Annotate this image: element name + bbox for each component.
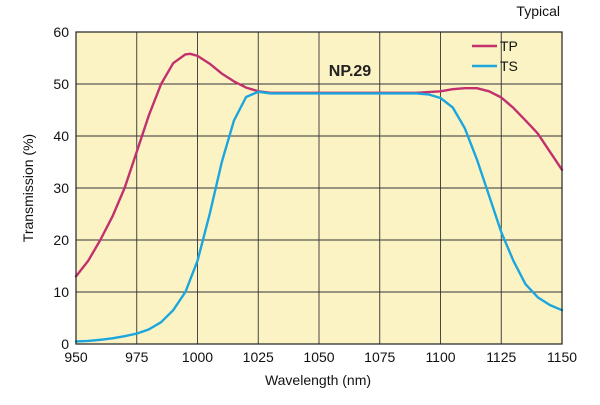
y-tick-labels: 0 10 20 30 40 50 60 [53,24,69,352]
y-tick-label: 40 [53,128,69,144]
y-tick-label: 30 [53,180,69,196]
x-tick-label: 1125 [486,349,516,365]
y-tick-label: 0 [61,336,69,352]
legend-label-ts: TS [500,58,518,74]
x-tick-labels: 950 975 1000 1025 1050 1075 1100 1125 1150 [64,349,577,365]
x-tick-label: 1150 [547,349,577,365]
x-tick-label: 1075 [364,349,395,365]
x-tick-label: 1100 [425,349,455,365]
x-axis-title: Wavelength (nm) [265,372,371,388]
y-tick-label: 50 [53,76,69,92]
x-tick-label: 1050 [303,349,334,365]
x-tick-label: 950 [64,349,88,365]
y-tick-label: 60 [53,24,69,40]
x-tick-label: 1000 [182,349,213,365]
series-line-ts [74,90,564,343]
product-annotation: NP.29 [329,63,372,80]
legend-label-tp: TP [500,38,518,54]
y-axis-title: Transmission (%) [20,134,36,242]
plot-frame [75,31,563,345]
typical-note: Typical [516,3,560,19]
series-layer [74,52,564,343]
y-tick-label: 10 [53,284,69,300]
y-tick-label: 20 [53,232,69,248]
x-tick-label: 1025 [243,349,274,365]
legend: TP TS [472,38,518,74]
x-tick-label: 975 [125,349,149,365]
